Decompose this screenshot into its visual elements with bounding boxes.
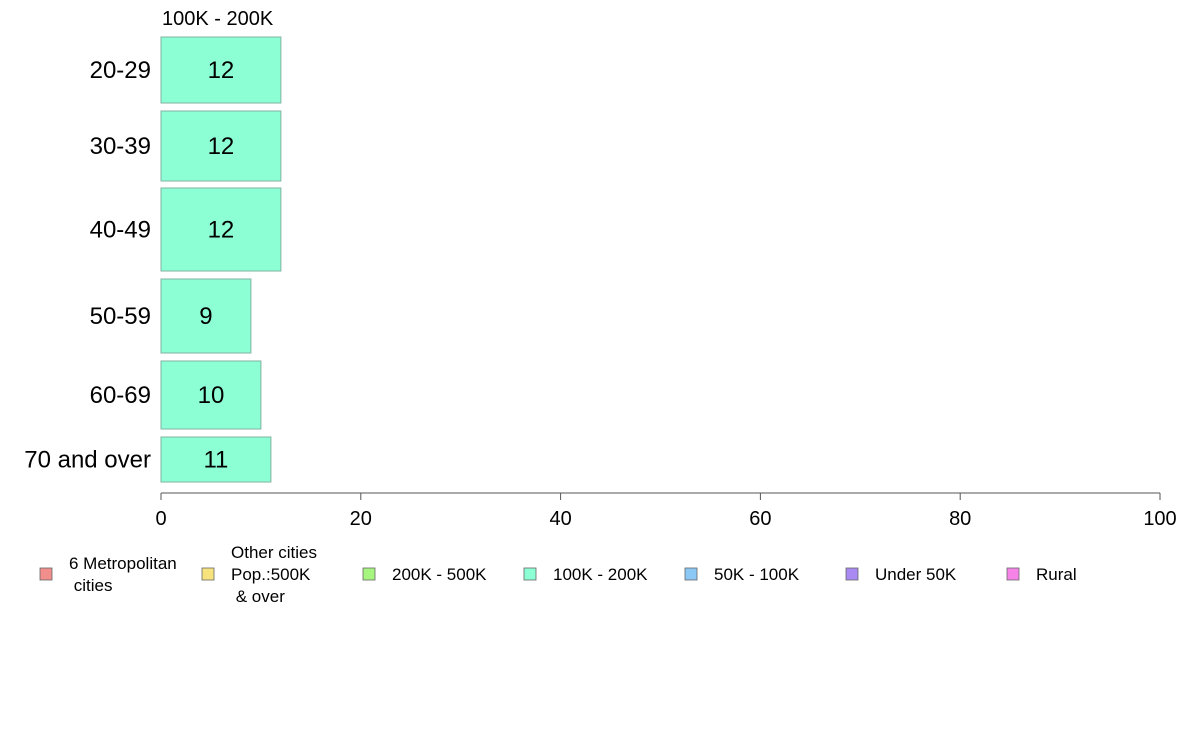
bar-50-59 (160, 278, 252, 354)
bar-40-49 (160, 187, 282, 272)
data-label: 12 (208, 217, 235, 244)
legend-label: Pop.:500K (231, 565, 311, 584)
legend-swatch (1006, 567, 1020, 581)
legend-label: 200K - 500K (392, 565, 487, 584)
legend-label: cities (69, 576, 112, 595)
legend-label: Under 50K (875, 565, 957, 584)
category-label: 30-39 (90, 133, 151, 160)
data-label: 9 (199, 303, 212, 330)
data-label: 12 (208, 133, 235, 160)
x-tick-label: 0 (155, 508, 166, 530)
bar-30-39 (160, 110, 282, 182)
legend-label: Rural (1036, 565, 1077, 584)
chart-title: 100K - 200K (162, 8, 274, 30)
legend-swatch (201, 567, 215, 581)
x-tick-label: 80 (949, 508, 971, 530)
data-label: 11 (203, 447, 228, 474)
category-label: 20-29 (90, 57, 151, 84)
legend-label: & over (231, 587, 285, 606)
data-label: 10 (198, 382, 225, 409)
x-axis: 0 20 40 60 80 100 (155, 492, 1177, 530)
legend-swatch (39, 567, 53, 581)
legend-swatch (523, 567, 537, 581)
category-label: 50-59 (90, 303, 151, 330)
x-tick-label: 20 (350, 508, 372, 530)
legend-label: 100K - 200K (553, 565, 648, 584)
legend: 6 Metropolitan cities Other cities Pop.:50… (39, 543, 1077, 606)
legend-label: Other cities (231, 543, 317, 562)
legend-label: 6 Metropolitan (69, 554, 177, 573)
category-label: 40-49 (90, 217, 151, 244)
x-tick-label: 100 (1143, 508, 1176, 530)
legend-swatch (684, 567, 698, 581)
bar-60-69 (160, 360, 262, 430)
bar-70-and-over (160, 436, 272, 483)
bar-group: 12 20-29 12 30-39 12 40-49 9 50-59 10 60-69 11 70 a… (24, 36, 282, 483)
x-tick-label: 40 (549, 508, 571, 530)
x-tick-label: 60 (749, 508, 771, 530)
category-label: 70 and over (24, 447, 151, 474)
bar-20-29 (160, 36, 282, 104)
legend-swatch (362, 567, 376, 581)
category-label: 60-69 (90, 382, 151, 409)
legend-label: 50K - 100K (714, 565, 800, 584)
data-label: 12 (208, 57, 235, 84)
legend-swatch (845, 567, 859, 581)
